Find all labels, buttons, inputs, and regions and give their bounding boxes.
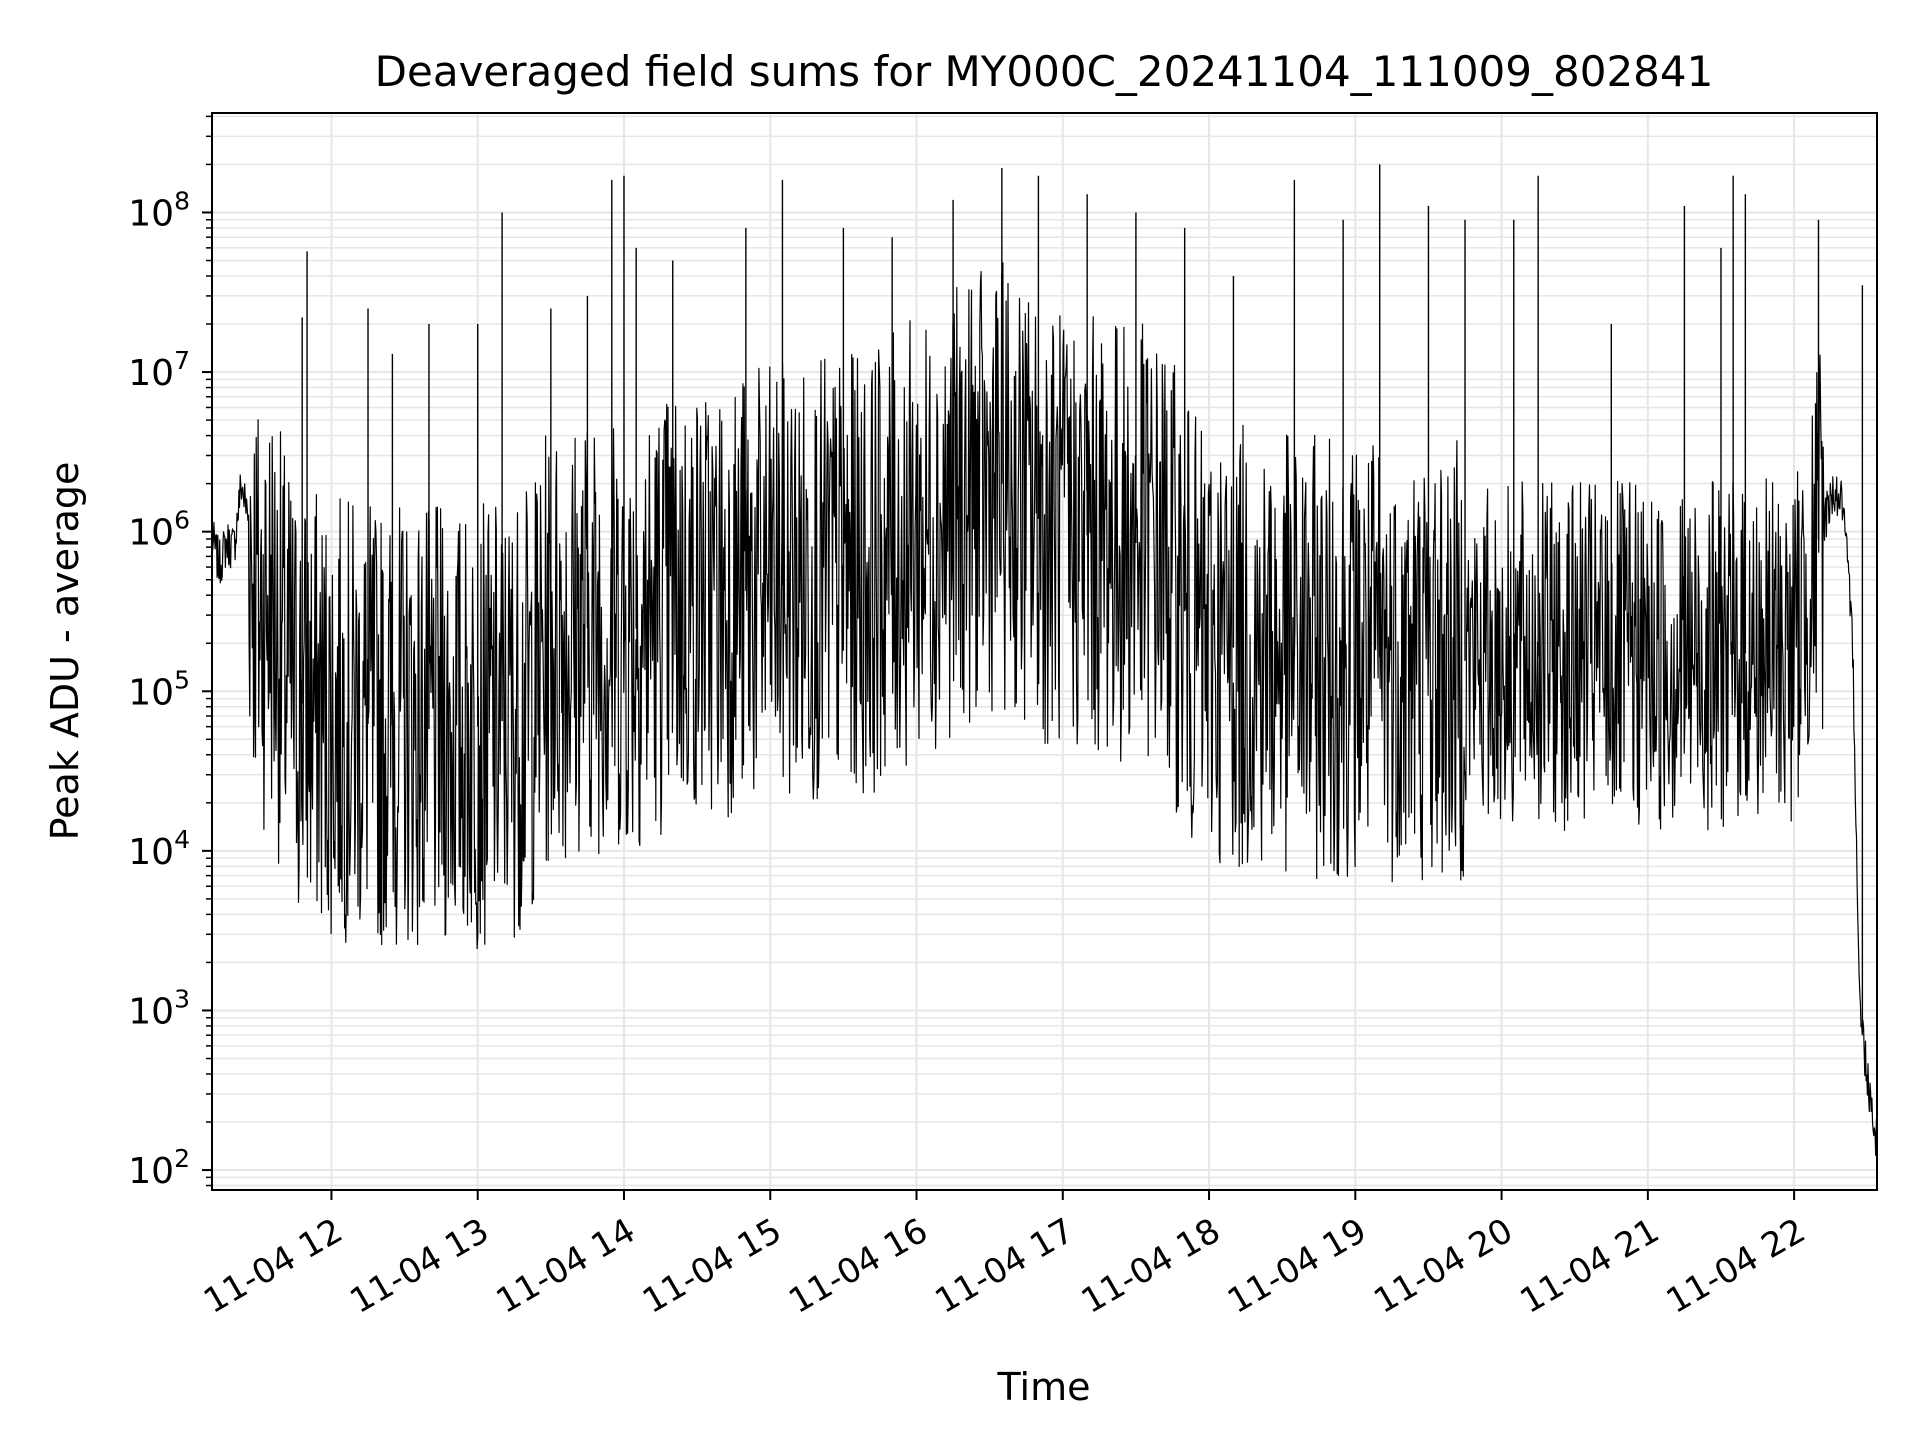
y-axis-ticks: 102 103 104 105 106 107 108 — [128, 115, 212, 1192]
y-tick-label: 104 — [128, 825, 190, 873]
chart-title: Deaveraged field sums for MY000C_2024110… — [375, 47, 1714, 96]
y-tick-label: 105 — [128, 665, 190, 713]
data-series-line — [211, 262, 1878, 1156]
y-tick-label: 103 — [128, 984, 190, 1032]
x-axis-label: Time — [997, 1365, 1091, 1409]
y-tick-label: 102 — [128, 1144, 190, 1192]
plot-area — [211, 164, 1878, 1156]
y-axis-label: Peak ADU - average — [43, 462, 87, 841]
y-tick-label: 106 — [128, 506, 190, 554]
y-tick-label: 108 — [128, 186, 190, 234]
grid-lines — [212, 113, 1877, 1190]
axes-frame — [211, 112, 1878, 1191]
y-tick-label: 107 — [128, 346, 190, 394]
